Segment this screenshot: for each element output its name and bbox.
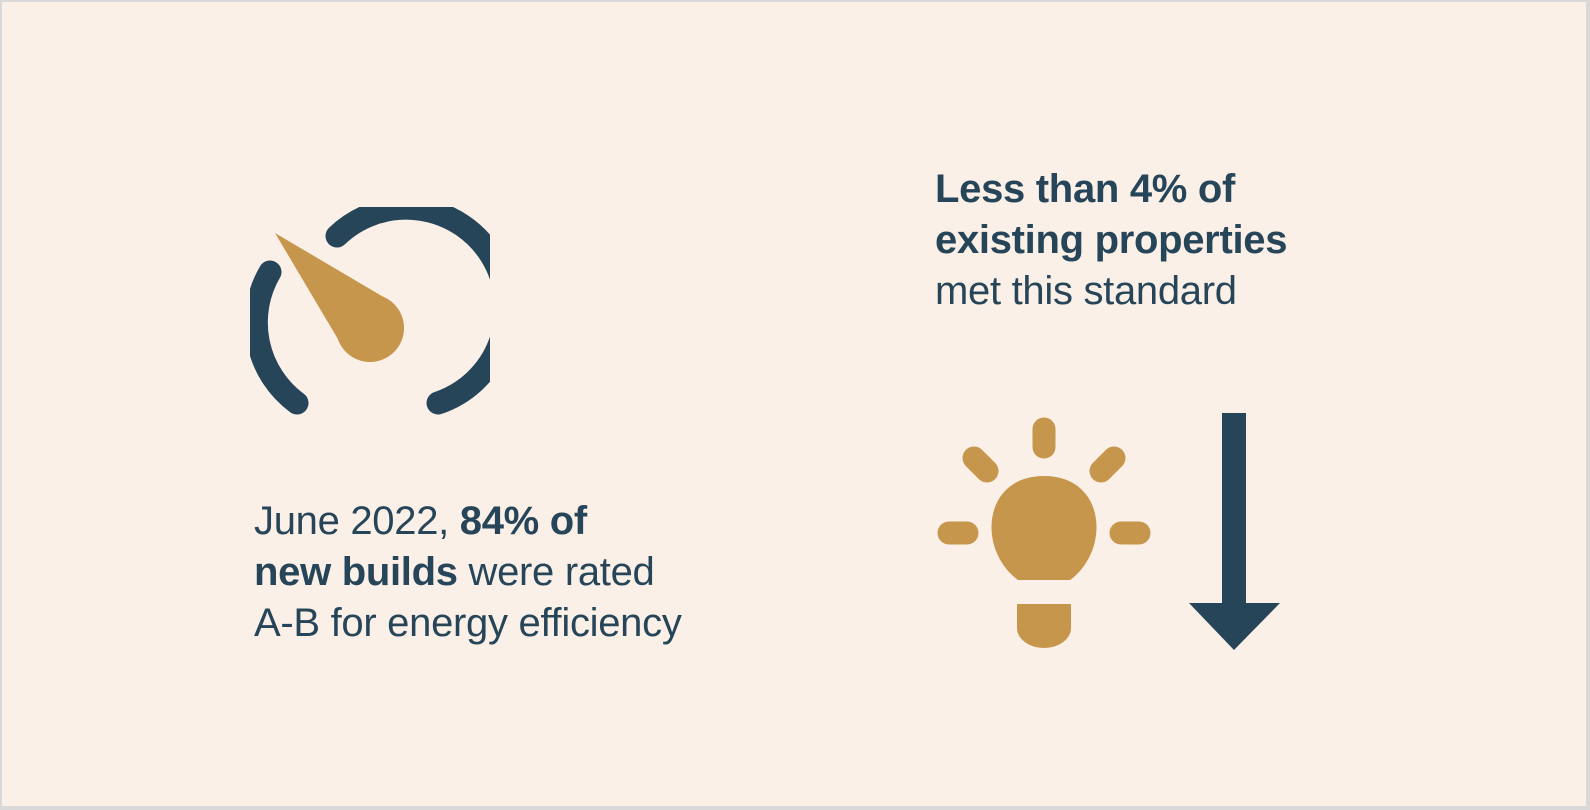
lightbulb-icon: [937, 417, 1151, 648]
left-line2-bold: new builds: [254, 550, 458, 594]
right-line2-bold: existing properties: [935, 218, 1288, 262]
arrow-down-icon: [1189, 413, 1280, 650]
new-builds-statistic: June 2022, 84% of new builds were rated …: [254, 496, 774, 649]
left-line1-regular: June 2022,: [254, 499, 460, 543]
speedometer-icon: [250, 207, 490, 415]
left-line3-regular: A-B for energy efficiency: [254, 601, 682, 645]
right-line3-regular: met this standard: [935, 269, 1237, 313]
left-line2-regular: were rated: [457, 550, 655, 594]
right-line1-bold: Less than 4% of: [935, 167, 1236, 211]
left-line1-bold: 84% of: [459, 499, 587, 543]
existing-properties-statistic: Less than 4% of existing properties met …: [935, 164, 1395, 317]
